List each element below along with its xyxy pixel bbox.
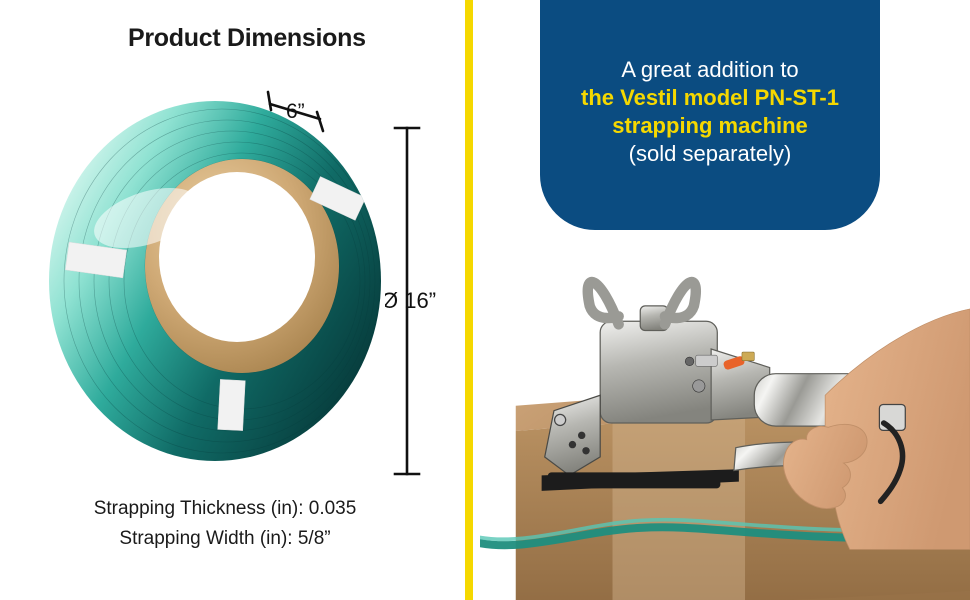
- svg-text:Ø 16”: Ø 16”: [385, 288, 436, 313]
- svg-text:6”: 6”: [286, 100, 305, 123]
